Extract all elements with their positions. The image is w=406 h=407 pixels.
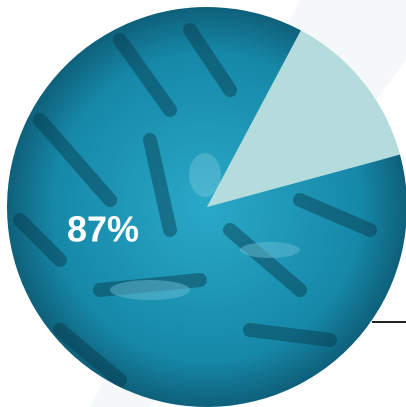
pie <box>7 7 406 407</box>
value-label: 87% <box>67 209 139 250</box>
pie-slice <box>7 7 406 407</box>
pie-slice <box>207 30 401 208</box>
texture <box>13 23 377 387</box>
